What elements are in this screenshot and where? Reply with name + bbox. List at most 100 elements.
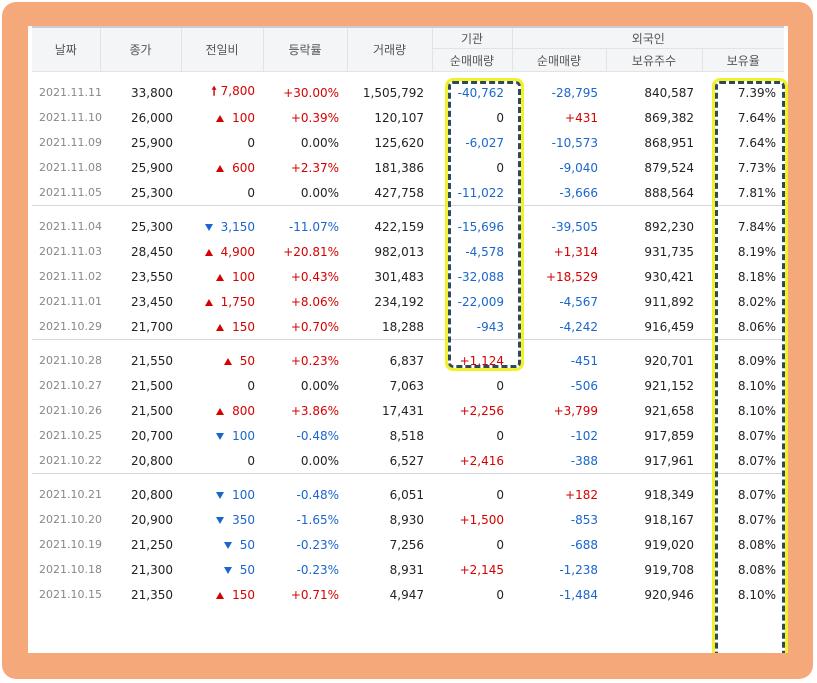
cell-frgn-holdings: 911,892 (644, 294, 694, 309)
cell-frgn-holdings: 921,152 (644, 378, 694, 393)
cell-rate: -0.48% (296, 487, 339, 502)
cell-inst-net: 0 (496, 487, 504, 502)
cell-date: 2021.11.11 (39, 86, 102, 99)
cell-change: 0 (181, 130, 263, 155)
cell-change: 100 (181, 482, 263, 507)
cell-close: 23,550 (131, 269, 173, 284)
cell-frgn-holdings: 869,382 (644, 110, 694, 125)
cell-volume: 120,107 (374, 110, 424, 125)
change-value: 7,800 (220, 84, 255, 98)
cell-frgn-net: -3,666 (559, 185, 598, 200)
cell-date: 2021.10.26 (39, 404, 102, 417)
cell-frgn-holdings: 840,587 (644, 85, 694, 100)
cell-frgn-net: +18,529 (545, 269, 598, 284)
cell-frgn-net: -4,567 (559, 294, 598, 309)
cell-frgn-ratio: 7.81% (737, 185, 777, 200)
cell-inst-net: -943 (476, 319, 504, 334)
cell-volume: 301,483 (374, 269, 424, 284)
header-rate: 등락률 (262, 26, 347, 72)
cell-date: 2021.10.22 (39, 454, 102, 467)
cell-frgn-holdings: 917,961 (644, 453, 694, 468)
change-value: 4,900 (220, 244, 255, 259)
down-triangle-icon (216, 516, 225, 524)
cell-change: 150 (181, 582, 263, 607)
cell-frgn-holdings: 918,349 (644, 487, 694, 502)
cell-frgn-net: -853 (570, 512, 598, 527)
cell-frgn-ratio: 8.18% (737, 269, 777, 284)
cell-frgn-net: -28,795 (551, 85, 598, 100)
cell-frgn-holdings: 920,701 (644, 353, 694, 368)
cell-change: 4,900 (181, 239, 263, 264)
cell-date: 2021.11.05 (39, 186, 102, 199)
cell-rate: +3.86% (290, 403, 339, 418)
cell-date: 2021.10.29 (39, 320, 102, 333)
table-row: 2021.10.20 20,900 350 -1.65% 8,930 +1,500 -853… (32, 507, 784, 532)
table-row: 2021.10.21 20,800 100 -0.48% 6,051 0 +182 918,3… (32, 482, 784, 507)
cell-inst-net: 0 (496, 378, 504, 393)
up-triangle-icon (216, 591, 225, 599)
cell-date: 2021.10.27 (39, 379, 102, 392)
cell-frgn-ratio: 8.08% (737, 562, 777, 577)
change-value: 150 (232, 319, 255, 334)
table-row: 2021.10.18 21,300 50 -0.23% 8,931 +2,145 -1,23… (32, 557, 784, 582)
cell-close: 25,900 (131, 160, 173, 175)
cell-frgn-net: -102 (570, 428, 598, 443)
cell-frgn-ratio: 7.64% (737, 110, 777, 125)
header-frgn-net: 순매매량 (511, 48, 606, 72)
change-value: 100 (232, 269, 255, 284)
cell-frgn-holdings: 919,020 (644, 537, 694, 552)
header-foreign: 외국인 (511, 26, 785, 49)
cell-frgn-ratio: 8.19% (737, 244, 777, 259)
down-triangle-icon (216, 432, 225, 440)
cell-date: 2021.10.28 (39, 354, 102, 367)
cell-frgn-holdings: 868,951 (644, 135, 694, 150)
cell-change: 50 (181, 348, 263, 373)
down-triangle-icon (223, 541, 232, 549)
cell-rate: +20.81% (283, 244, 339, 259)
change-value: 50 (239, 537, 255, 552)
cell-rate: 0.00% (300, 185, 339, 200)
cell-date: 2021.11.08 (39, 161, 102, 174)
cell-change: 100 (181, 264, 263, 289)
cell-frgn-net: -4,242 (559, 319, 598, 334)
cell-close: 25,300 (131, 219, 173, 234)
up-triangle-icon (216, 273, 225, 281)
cell-frgn-ratio: 8.02% (737, 294, 777, 309)
table-body: 2021.11.11 33,800 🠕 7,800 +30.00% 1,505,792 -4… (32, 72, 785, 608)
up-triangle-icon (216, 407, 225, 415)
change-value: 0 (247, 378, 255, 393)
cell-close: 21,300 (131, 562, 173, 577)
cell-frgn-holdings: 917,859 (644, 428, 694, 443)
change-value: 100 (232, 428, 255, 443)
cell-date: 2021.10.20 (39, 513, 102, 526)
cell-volume: 234,192 (374, 294, 424, 309)
cell-frgn-net: -39,505 (551, 219, 598, 234)
cell-frgn-ratio: 7.73% (737, 160, 777, 175)
cell-inst-net: 0 (496, 160, 504, 175)
header-date: 날짜 (32, 26, 100, 72)
up-triangle-icon (216, 323, 225, 331)
cell-frgn-net: -9,040 (559, 160, 598, 175)
cell-volume: 422,159 (374, 219, 424, 234)
cell-date: 2021.10.25 (39, 429, 102, 442)
cell-volume: 6,527 (389, 453, 424, 468)
cell-change: 0 (181, 373, 263, 398)
cell-close: 21,700 (131, 319, 173, 334)
table-row: 2021.10.27 21,500 0 0.00% 7,063 0 -506 921,152 8… (32, 373, 784, 398)
change-value: 350 (232, 512, 255, 527)
cell-frgn-holdings: 919,708 (644, 562, 694, 577)
header-frgn-ratio: 보유율 (701, 48, 785, 72)
cell-volume: 7,063 (389, 378, 424, 393)
cell-inst-net: -11,022 (457, 185, 504, 200)
cell-volume: 7,256 (389, 537, 424, 552)
cell-change: 0 (181, 180, 263, 206)
cell-frgn-ratio: 8.10% (737, 403, 777, 418)
limit-up-arrow-icon: 🠕 (211, 84, 217, 98)
header-inst-net: 순매매량 (431, 48, 512, 72)
cell-inst-net: 0 (496, 537, 504, 552)
cell-inst-net: +2,416 (459, 453, 504, 468)
cell-frgn-net: +3,799 (553, 403, 598, 418)
table-row: 2021.11.09 25,900 0 0.00% 125,620 -6,027 -10,5… (32, 130, 784, 155)
cell-inst-net: 0 (496, 587, 504, 602)
cell-change: 800 (181, 398, 263, 423)
